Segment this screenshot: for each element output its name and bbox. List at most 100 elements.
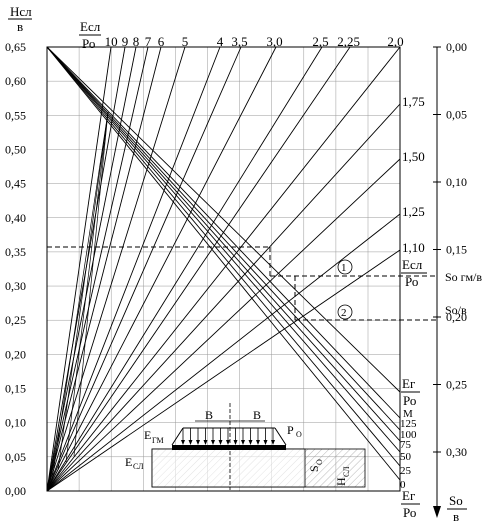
- top-scale-label: 8: [133, 34, 140, 49]
- bottom-right-value: 25: [400, 465, 412, 477]
- arrow-down-icon: [256, 440, 260, 445]
- ratio-curve: [46, 46, 112, 492]
- inset-e-sl-sub: СЛ: [133, 462, 144, 471]
- left-axis-tick: 0,65: [5, 40, 26, 54]
- top-scale-label: 2,0: [387, 34, 403, 49]
- ratio-curve: [46, 213, 401, 492]
- top-scale-label: 2,25: [337, 34, 360, 49]
- arrow-down-icon: [218, 440, 223, 445]
- left-axis-ticks: 0,65 0,60 0,55 0,50 0,45 0,40 0,35 0,30 0,25 0,20…: [5, 40, 26, 498]
- right-axis-tick: 0,00: [446, 40, 467, 54]
- arrow-down-icon: [263, 440, 268, 445]
- left-axis-tick: 0,40: [5, 211, 26, 225]
- ratio-curve: [46, 249, 401, 492]
- left-axis-tick: 0,50: [5, 142, 26, 156]
- ratio-curve: [46, 46, 149, 492]
- envelope-curve: [51, 111, 109, 481]
- left-axis-tick: 0,60: [5, 74, 26, 88]
- ratio-curve: [46, 46, 323, 492]
- eg-curve: [46, 46, 401, 431]
- ratio-curve: [46, 46, 186, 492]
- bottom-right-value: 50: [400, 451, 412, 463]
- eg-curve: [46, 46, 401, 419]
- left-axis-tick: 0,45: [5, 177, 26, 191]
- bottom-right-value: 125: [400, 418, 417, 430]
- arrow-down-icon: [433, 506, 441, 518]
- left-axis-tick: 0,05: [5, 450, 26, 464]
- inset-s-o-sub: O: [315, 459, 324, 465]
- left-axis-tick: 0,55: [5, 108, 26, 122]
- so-b-label: So/в: [445, 303, 467, 317]
- right-axis-tick: 0,10: [446, 175, 467, 189]
- bottom-right-value: 75: [400, 439, 412, 451]
- top-scale-title-num: Есл: [80, 19, 101, 34]
- inset-e-gm-sub: ГМ: [152, 436, 164, 445]
- m-label: М: [403, 408, 413, 420]
- right-mid-fraction-num: Есл: [402, 257, 423, 272]
- top-scale-label: 2,5: [312, 34, 328, 49]
- left-axis-title-den: в: [17, 19, 23, 34]
- inset-p-o: Р: [287, 423, 294, 437]
- right-ratio-label: 1,50: [402, 149, 425, 164]
- inset-h-sl-sub: СЛ: [342, 466, 351, 477]
- inset-e-sl: Е: [125, 455, 132, 469]
- right-axis: 0,00 0,05 0,10 0,15 0,20 0,25 0,30 So гм/в So/…: [433, 40, 482, 524]
- left-axis-title-num: Нсл: [10, 4, 32, 19]
- right-axis-tick: 0,20: [446, 310, 467, 324]
- right-axis-ticks: 0,00 0,05 0,10 0,15 0,20 0,25 0,30: [433, 40, 467, 459]
- bottom-right-value: 0: [400, 479, 406, 491]
- arrow-down-icon: [211, 440, 215, 445]
- left-axis-tick: 0,15: [5, 382, 26, 396]
- eg-po-bottom-den: Ро: [403, 505, 416, 520]
- eg-po-title-den: Ро: [403, 393, 416, 408]
- arrow-down-icon: [271, 440, 275, 445]
- frame: [46, 46, 401, 492]
- ratio-curve: [46, 46, 221, 492]
- top-scale-label: 9: [122, 34, 129, 49]
- right-ratio-label: 1,25: [402, 204, 425, 219]
- eg-curve: [46, 46, 401, 467]
- ratio-curve: [46, 46, 401, 492]
- top-scale-label: 3,5: [231, 34, 247, 49]
- ratio-curve: [46, 46, 351, 492]
- stamp-plate: [172, 445, 286, 450]
- top-scale-label: 6: [158, 34, 165, 49]
- eg-curve: [46, 46, 401, 481]
- top-scale-label: 5: [182, 34, 189, 49]
- left-axis-tick: 0,00: [5, 484, 26, 498]
- left-axis-tick: 0,35: [5, 245, 26, 259]
- inset-e-gm: Е: [144, 428, 151, 442]
- ratio-curve: [46, 46, 162, 492]
- top-scale: Есл Ро 10 9 8 7 6 5 4 3,5 3,0 2,5 2,25 2,0: [79, 19, 404, 51]
- inset-sketch: В В Е ГМ Р О Е СЛ S O Н СЛ: [125, 403, 366, 490]
- arrow-down-icon: [188, 440, 193, 445]
- envelope-curve: [73, 111, 109, 457]
- left-axis-tick: 0,30: [5, 279, 26, 293]
- arrow-down-icon: [241, 440, 245, 445]
- right-axis-tick: 0,30: [446, 445, 467, 459]
- arrow-down-icon: [203, 440, 208, 445]
- right-ratio-labels: 1,75 1,50 1,25 1,10: [402, 94, 425, 255]
- eg-curve: [46, 46, 401, 442]
- top-scale-label: 3,0: [266, 34, 282, 49]
- so-gm-label: So гм/в: [445, 270, 482, 284]
- left-axis-tick: 0,10: [5, 416, 26, 430]
- right-axis-tick: 0,15: [446, 243, 467, 257]
- left-axis: Нсл в 0,650,600,550,500,450,400,350,300,…: [5, 4, 32, 498]
- arrow-down-icon: [181, 440, 185, 445]
- left-axis-tick: 0,20: [5, 347, 26, 361]
- top-scale-label: 10: [105, 34, 118, 49]
- left-axis-tick: 0,25: [5, 313, 26, 327]
- right-axis-title-num: So: [449, 493, 463, 508]
- marker-2: 2: [341, 307, 347, 319]
- arrow-down-icon: [233, 440, 238, 445]
- eg-po-bottom-num: Ег: [402, 488, 415, 503]
- marker-1: 1: [341, 262, 347, 274]
- right-ratio-label: 1,75: [402, 94, 425, 109]
- inset-p-o-sub: О: [296, 430, 302, 439]
- inset-h-sl: Н: [334, 477, 348, 486]
- inset-s-o: S: [307, 465, 321, 472]
